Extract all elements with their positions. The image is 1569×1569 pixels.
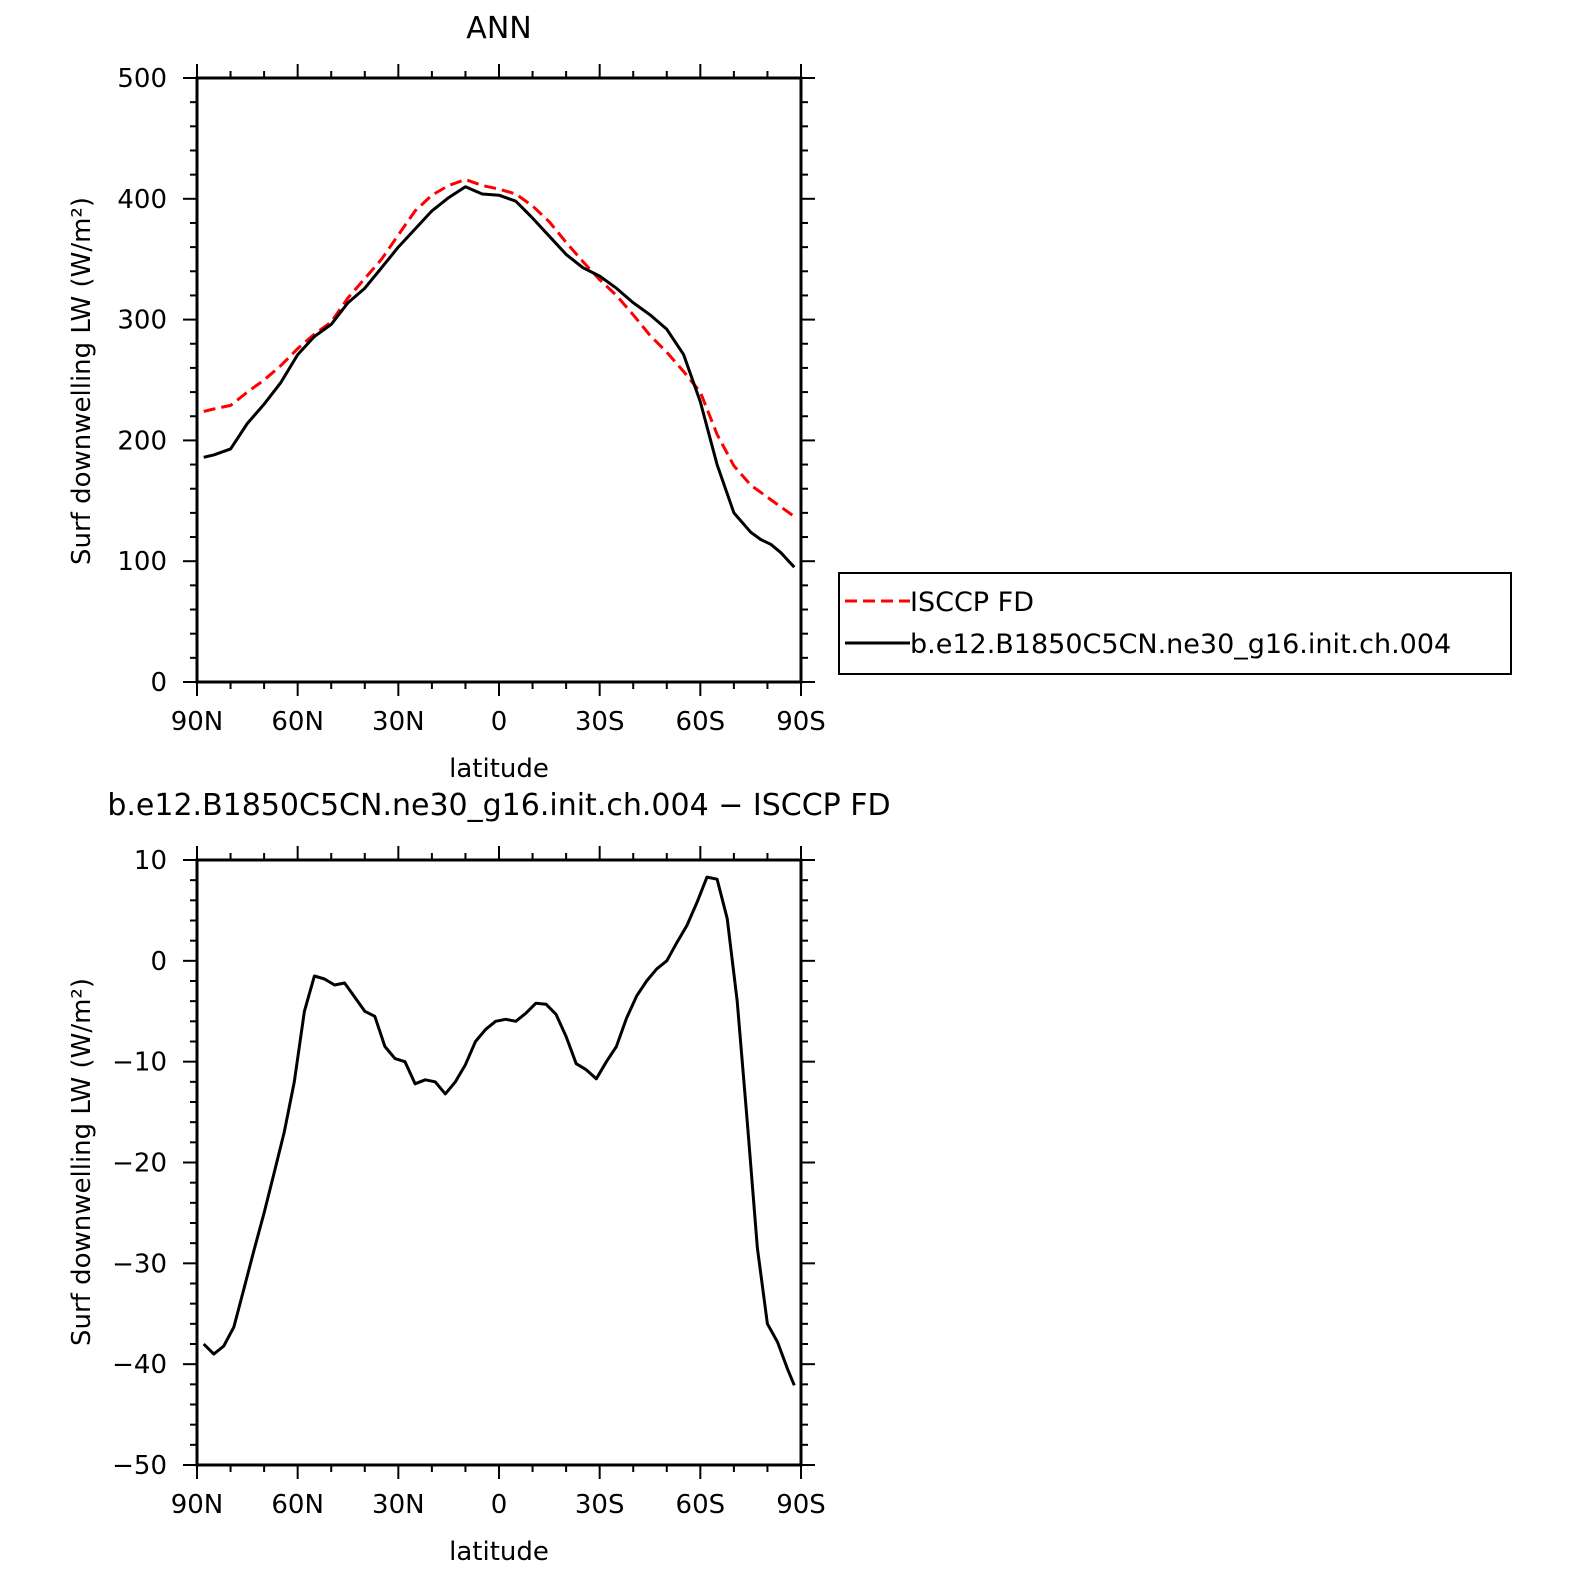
bottom-panel: b.e12.B1850C5CN.ne30_g16.init.ch.004 − I… [67, 788, 891, 1567]
top-x-tick-label: 60S [676, 707, 726, 737]
top-chart-title: ANN [466, 11, 531, 46]
bottom-y-axis-label: Surf downwelling LW (W/m²) [67, 978, 97, 1346]
bottom-y-tick-label: −20 [112, 1149, 167, 1179]
top-x-tick-label: 90N [171, 707, 224, 737]
bottom-series-group [202, 875, 796, 1386]
bottom-plot-frame [195, 858, 803, 1467]
bottom-x-tick-label: 90S [776, 1490, 826, 1520]
bottom-x-tick-label: 0 [491, 1490, 508, 1520]
bottom-y-tick-label: 0 [150, 947, 167, 977]
bottom-x-tick-label: 30N [372, 1490, 425, 1520]
top-y-axis-title: Surf downwelling LW (W/m²) [67, 197, 97, 565]
top-x-axis-title: latitude [449, 754, 549, 784]
top-series-line-isccp [203, 178, 796, 518]
bottom-x-tick-label: 90N [171, 1490, 224, 1520]
top-y-tick-label: 0 [150, 668, 167, 698]
bottom-x-ticks: 90N 60N 30N 0 30S 60S 90S [171, 846, 826, 1520]
bottom-y-axis-title: Surf downwelling LW (W/m²) [67, 978, 97, 1346]
top-x-tick-label: 30S [575, 707, 625, 737]
top-panel: ANN Surf downwelling LW (W/m²) latitude … [67, 11, 826, 784]
legend: ISCCP FD b.e12.B1850C5CN.ne30_g16.init.c… [838, 572, 1512, 675]
top-y-axis-label: Surf downwelling LW (W/m²) [67, 197, 97, 565]
top-x-tick-label: 30N [372, 707, 425, 737]
top-x-tick-label: 0 [491, 707, 508, 737]
bottom-chart-title: b.e12.B1850C5CN.ne30_g16.init.ch.004 − I… [107, 788, 890, 823]
bottom-y-tick-label: −30 [112, 1249, 167, 1279]
bottom-y-tick-label: −50 [112, 1451, 167, 1481]
top-y-tick-label: 500 [117, 64, 167, 94]
bottom-y-tick-label: −10 [112, 1048, 167, 1078]
top-series-group [203, 178, 796, 569]
top-series-line-model [203, 185, 796, 569]
bottom-y-tick-label: −40 [112, 1350, 167, 1380]
top-y-ticks: 0 100 200 300 400 500 [117, 64, 815, 698]
top-x-tick-label: 60N [271, 707, 324, 737]
top-y-tick-label: 400 [117, 185, 167, 215]
top-x-tick-label: 90S [776, 707, 826, 737]
bottom-x-tick-label: 60N [271, 1490, 324, 1520]
bottom-series-line-difference [202, 875, 796, 1386]
top-y-tick-label: 300 [117, 306, 167, 336]
top-y-tick-label: 200 [117, 426, 167, 456]
legend-box [838, 572, 1512, 675]
top-y-tick-label: 100 [117, 547, 167, 577]
bottom-x-axis-title: latitude [449, 1537, 549, 1567]
legend-label-model: b.e12.B1850C5CN.ne30_g16.init.ch.004 [910, 629, 1451, 660]
bottom-y-ticks: −50 −40 −30 −20 −10 0 10 [112, 846, 815, 1481]
legend-label-isccp: ISCCP FD [910, 587, 1034, 618]
top-x-ticks: 90N 60N 30N 0 30S 60S 90S [171, 64, 826, 737]
bottom-x-tick-label: 30S [575, 1490, 625, 1520]
bottom-y-tick-label: 10 [134, 846, 167, 876]
top-plot-frame [195, 76, 803, 684]
bottom-x-tick-label: 60S [676, 1490, 726, 1520]
